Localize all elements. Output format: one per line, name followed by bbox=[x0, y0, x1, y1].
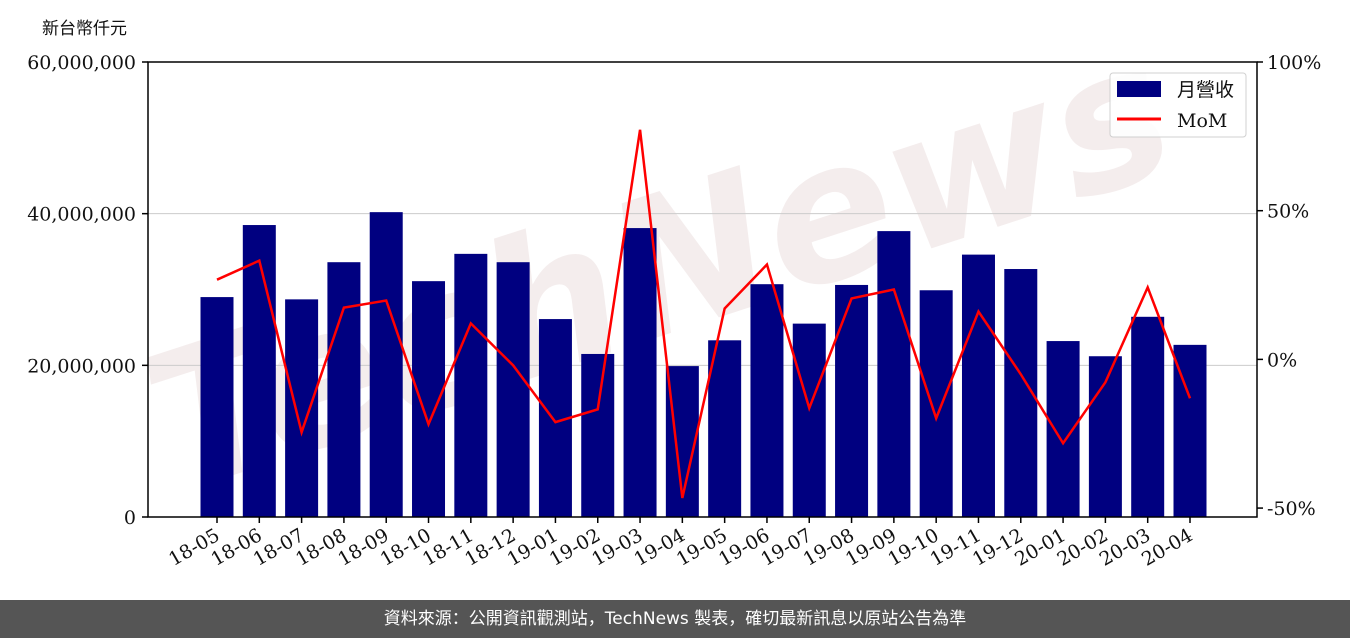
plot-frame bbox=[147, 61, 1258, 518]
bar-20-04 bbox=[1173, 344, 1207, 517]
left-tick-label: 60,000,000 bbox=[27, 52, 136, 74]
bar-18-05 bbox=[200, 297, 234, 517]
bar-20-03 bbox=[1131, 316, 1165, 517]
bar-19-11 bbox=[961, 254, 995, 517]
bar-19-08 bbox=[835, 284, 869, 517]
left-tick-label: 20,000,000 bbox=[27, 355, 136, 377]
legend-label-mom: MoM bbox=[1177, 110, 1227, 132]
mom-line bbox=[216, 129, 1192, 499]
right-tick-label: 50% bbox=[1267, 201, 1309, 223]
bar-19-07 bbox=[792, 323, 826, 517]
right-tick-label: -50% bbox=[1267, 498, 1316, 520]
chart: TechNews020,000,00040,000,00060,000,000-… bbox=[27, 0, 1321, 571]
legend-label-revenue: 月營收 bbox=[1177, 79, 1234, 101]
bar-18-06 bbox=[242, 225, 276, 517]
bar-18-12 bbox=[496, 262, 530, 517]
legend-bar-swatch bbox=[1117, 81, 1161, 97]
bar-18-08 bbox=[327, 262, 361, 517]
bar-20-01 bbox=[1046, 341, 1080, 517]
right-tick-label: 100% bbox=[1267, 52, 1321, 74]
source-footer: 資料來源：公開資訊觀測站，TechNews 製表，確切最新訊息以原站公告為準 bbox=[0, 600, 1350, 638]
bar-18-11 bbox=[454, 253, 488, 517]
bar-19-09 bbox=[877, 231, 911, 517]
bar-19-05 bbox=[708, 340, 742, 517]
y-axis-unit-label: 新台幣仟元 bbox=[42, 19, 127, 39]
bar-19-03 bbox=[623, 228, 657, 517]
bar-18-07 bbox=[285, 299, 319, 517]
left-tick-label: 0 bbox=[124, 507, 136, 529]
bar-19-10 bbox=[919, 290, 953, 517]
right-tick-label: 0% bbox=[1267, 349, 1297, 371]
bar-18-09 bbox=[369, 212, 403, 517]
bar-19-02 bbox=[581, 353, 615, 517]
left-tick-label: 40,000,000 bbox=[27, 204, 136, 226]
bar-19-06 bbox=[750, 284, 784, 517]
